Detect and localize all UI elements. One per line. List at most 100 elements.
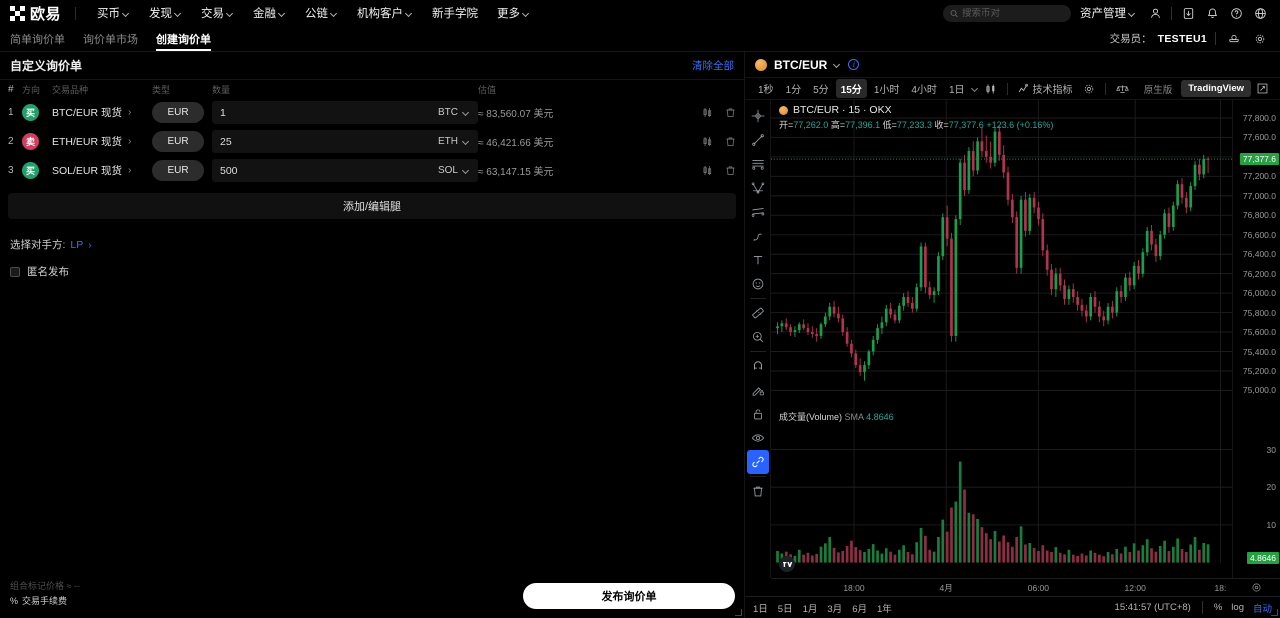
log-toggle[interactable]: log [1231, 602, 1244, 613]
nav-item-academy[interactable]: 新手学院 [423, 1, 487, 25]
auto-toggle[interactable]: 自动 [1252, 603, 1272, 615]
resize-grip[interactable] [1271, 609, 1278, 616]
zoom-in-icon[interactable] [747, 325, 769, 349]
counterparty-value[interactable]: LP [70, 238, 84, 251]
row-direction[interactable]: 买 [22, 104, 52, 121]
timeframe-5m[interactable]: 5分 [813, 85, 829, 96]
brush-icon[interactable] [747, 224, 769, 248]
info-icon[interactable]: i [848, 59, 860, 70]
help-icon[interactable] [1226, 3, 1246, 23]
quantity-input[interactable]: 25 ETH [212, 130, 478, 153]
emoji-icon[interactable] [747, 272, 769, 296]
tab-create-rfq[interactable]: 创建询价单 [156, 26, 211, 51]
type-pill[interactable]: EUR [152, 131, 204, 152]
quantity-input[interactable]: 500 SOL [212, 159, 478, 182]
add-edit-leg-button[interactable]: 添加/编辑腿 [8, 193, 736, 219]
trash-icon[interactable] [725, 165, 736, 176]
magnet-icon[interactable] [747, 354, 769, 378]
view-tradingview-button[interactable]: TradingView [1181, 80, 1251, 97]
user-icon[interactable] [1145, 3, 1165, 23]
time-axis[interactable]: 18:00 4月 06:00 12:00 18: [771, 578, 1232, 596]
trash-icon[interactable] [747, 479, 769, 503]
parallel-channel-icon[interactable] [747, 200, 769, 224]
chart-type-icon[interactable] [981, 81, 1001, 97]
timeframe-1m[interactable]: 1分 [785, 85, 802, 96]
direction-badge-buy[interactable]: 买 [22, 162, 39, 179]
range-1mo[interactable]: 1月 [802, 603, 818, 615]
nav-item-institutional[interactable]: 机构客户 [348, 1, 422, 25]
candlestick-icon[interactable] [702, 107, 713, 118]
tab-rfq-market[interactable]: 询价单市场 [83, 33, 138, 46]
search-box[interactable] [943, 4, 1071, 22]
nav-item-finance[interactable]: 金融 [244, 1, 295, 25]
text-icon[interactable] [747, 248, 769, 272]
row-direction[interactable]: 买 [22, 162, 52, 179]
horizontal-lines-icon[interactable] [747, 152, 769, 176]
nav-item-discover[interactable]: 发现 [140, 1, 191, 25]
timeframe-15m[interactable]: 15分 [835, 79, 867, 98]
price-axis[interactable]: 77,800.077,600.077,400.077,200.077,000.0… [1232, 100, 1280, 578]
quantity-unit-select[interactable]: ETH [438, 136, 470, 147]
row-instrument[interactable]: ETH/EUR 现货 › [52, 134, 152, 149]
lock-icon[interactable] [747, 402, 769, 426]
chart-canvas-area[interactable]: BTC/EUR · 15 · OKX 开=77,262.0 高=77,396.1… [771, 100, 1232, 578]
timeframe-1d[interactable]: 1日 [948, 85, 965, 96]
direction-badge-buy[interactable]: 买 [22, 104, 39, 121]
range-5d[interactable]: 5日 [777, 603, 793, 615]
time-axis-settings[interactable] [1232, 578, 1280, 596]
snapshot-icon[interactable] [1112, 81, 1133, 97]
tradingview-logo-icon[interactable] [779, 556, 795, 572]
fullscreen-icon[interactable] [1253, 81, 1272, 96]
range-1y[interactable]: 1年 [876, 603, 892, 615]
globe-icon[interactable] [1250, 3, 1270, 23]
bell-icon[interactable] [1202, 3, 1222, 23]
quantity-input[interactable]: 1 BTC [212, 101, 478, 124]
tab-simple-rfq[interactable]: 简单询价单 [10, 33, 65, 46]
timeframe-4h[interactable]: 4小时 [911, 85, 937, 96]
type-pill[interactable]: EUR [152, 102, 204, 123]
trash-icon[interactable] [725, 136, 736, 147]
okx-logo[interactable]: 欧易 [10, 3, 61, 24]
pitchfork-icon[interactable] [747, 176, 769, 200]
eye-icon[interactable] [747, 426, 769, 450]
anonymous-checkbox[interactable] [10, 266, 20, 277]
chevron-down-icon[interactable] [972, 85, 979, 92]
search-input[interactable] [962, 7, 1064, 19]
chevron-down-icon[interactable] [834, 61, 841, 68]
range-1d[interactable]: 1日 [753, 603, 768, 615]
percent-toggle[interactable]: % [1213, 602, 1223, 613]
candlestick-icon[interactable] [702, 136, 713, 147]
asset-management-menu[interactable]: 资产管理 [1075, 5, 1141, 21]
timeframe-1s[interactable]: 1秒 [758, 85, 774, 96]
row-direction[interactable]: 卖 [22, 133, 52, 150]
indicators-button[interactable]: 技术指标 [1014, 79, 1077, 98]
publish-rfq-button[interactable]: 发布询价单 [523, 583, 735, 609]
trend-line-icon[interactable] [747, 128, 769, 152]
timeframe-1h[interactable]: 1小时 [873, 85, 900, 96]
type-pill[interactable]: EUR [152, 160, 204, 181]
direction-badge-sell[interactable]: 卖 [22, 133, 39, 150]
crosshair-icon[interactable] [747, 104, 769, 128]
trash-icon[interactable] [725, 107, 736, 118]
ruler-icon[interactable] [747, 301, 769, 325]
nav-item-chain[interactable]: 公链 [296, 1, 347, 25]
quantity-unit-select[interactable]: SOL [438, 165, 470, 176]
row-instrument[interactable]: SOL/EUR 现货 › [52, 163, 152, 178]
pencil-lock-icon[interactable] [747, 378, 769, 402]
nav-item-trade[interactable]: 交易 [192, 1, 243, 25]
range-3mo[interactable]: 3月 [827, 603, 843, 615]
range-6mo[interactable]: 6月 [852, 603, 867, 615]
theme-icon[interactable] [1224, 29, 1244, 49]
gear-icon[interactable] [1250, 29, 1270, 49]
view-native-button[interactable]: 原生版 [1143, 84, 1173, 96]
candlestick-icon[interactable] [702, 165, 713, 176]
download-icon[interactable] [1178, 3, 1198, 23]
quantity-unit-select[interactable]: BTC [438, 107, 470, 118]
resize-grip[interactable] [735, 609, 742, 616]
nav-item-buy-crypto[interactable]: 买币 [88, 1, 139, 25]
row-instrument[interactable]: BTC/EUR 现货 › [52, 105, 152, 120]
gear-icon[interactable] [1079, 81, 1099, 97]
clear-all-button[interactable]: 清除全部 [692, 60, 734, 72]
nav-item-more[interactable]: 更多 [488, 1, 539, 25]
link-icon[interactable] [746, 450, 769, 474]
